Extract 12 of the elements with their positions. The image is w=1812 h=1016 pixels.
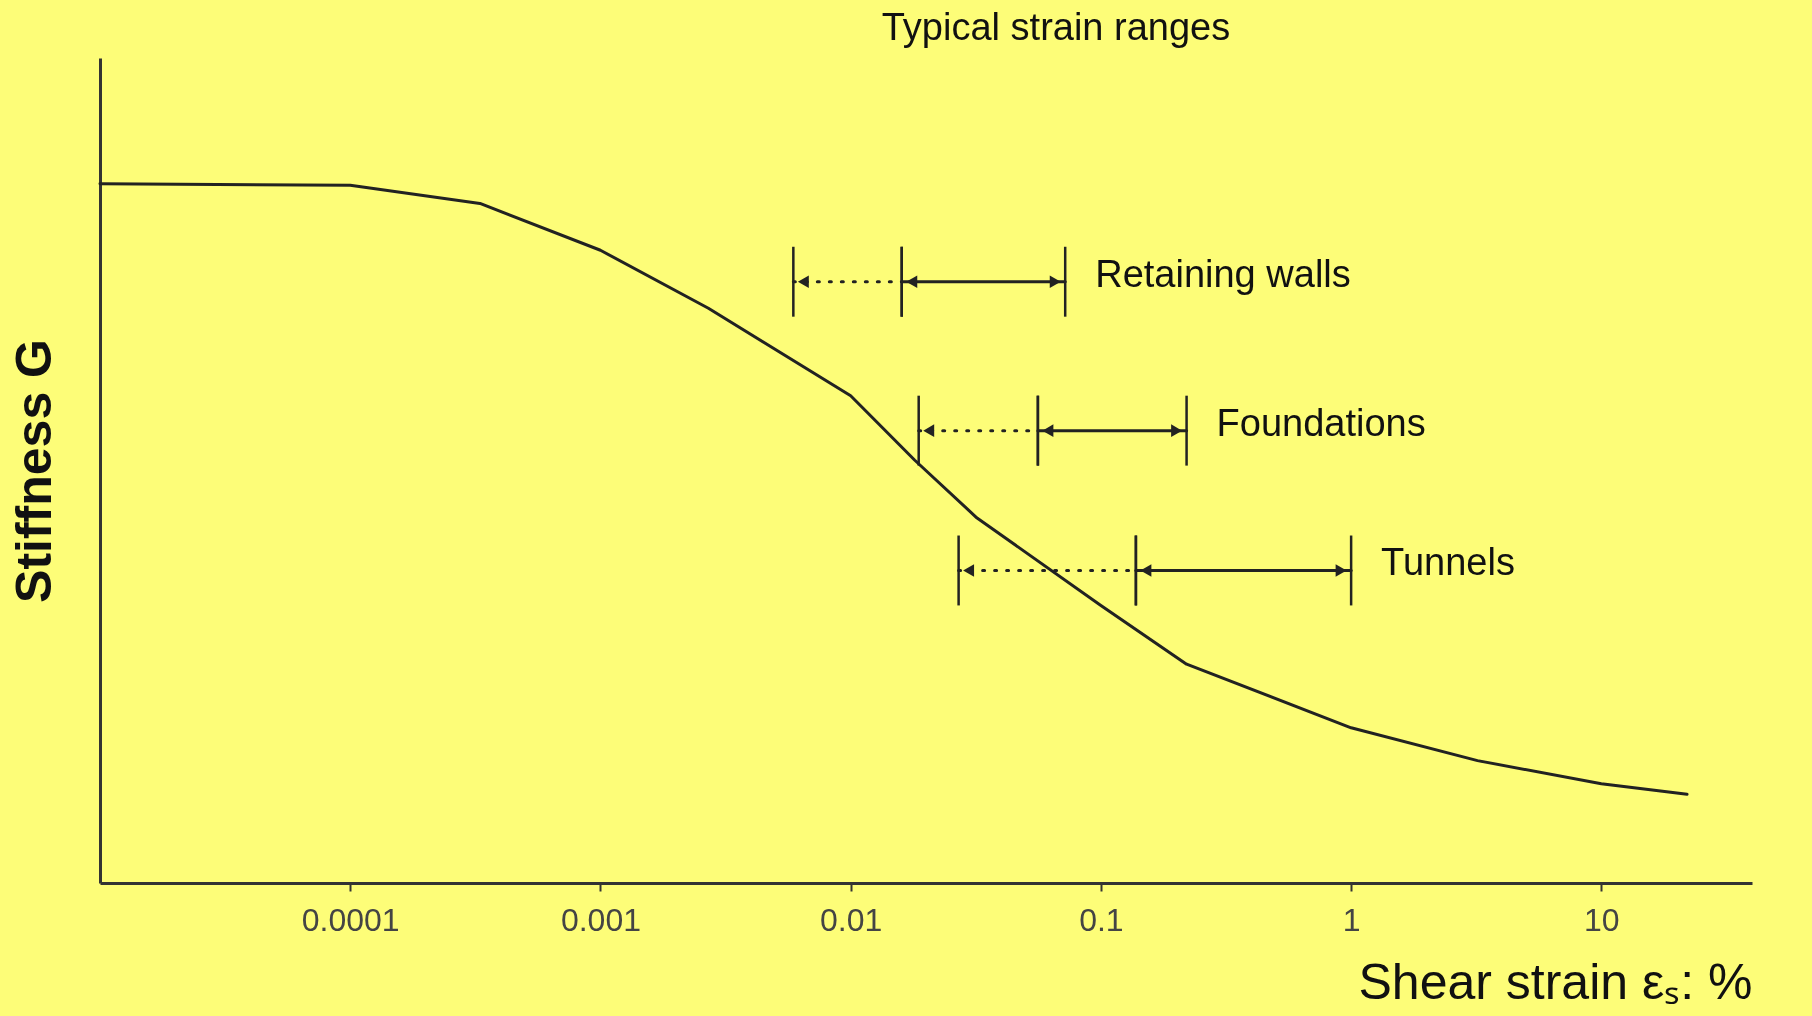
x-tick-label: 0.01 xyxy=(820,901,883,938)
annotation: Retaining walls xyxy=(1095,252,1351,295)
x-tick-label: 0.001 xyxy=(560,901,641,938)
x-axis-title: Shear strain εₛ: % xyxy=(1358,953,1753,1010)
x-tick-label: 10 xyxy=(1584,901,1620,938)
y-axis-title: Stiffness G xyxy=(5,339,62,603)
annotation: Tunnels xyxy=(1381,541,1515,584)
x-tick-label: 0.1 xyxy=(1079,901,1124,938)
chart-title: Typical strain ranges xyxy=(881,6,1231,48)
x-tick-label: 0.0001 xyxy=(301,901,400,938)
x-tick-label: 1 xyxy=(1342,901,1361,938)
annotation: Foundations xyxy=(1216,401,1426,444)
